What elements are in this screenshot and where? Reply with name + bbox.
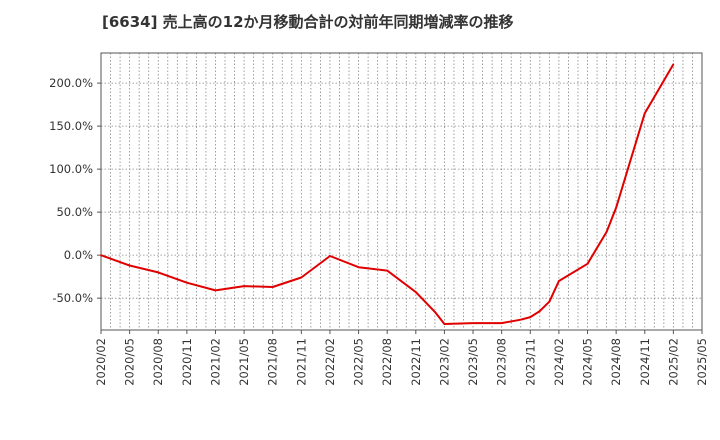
x-tick-label: 2022/05	[352, 338, 366, 386]
x-tick-label: 2022/08	[380, 338, 394, 386]
x-tick-label: 2024/05	[581, 338, 595, 386]
x-tick-label: 2024/08	[609, 338, 623, 386]
data-point	[271, 286, 274, 288]
data-point	[605, 231, 608, 233]
data-point	[615, 207, 617, 209]
x-tick-label: 2023/11	[523, 338, 537, 386]
chart-title: [6634] 売上高の12か月移動合計の対前年同期増減率の推移	[102, 13, 514, 31]
data-point	[519, 318, 522, 321]
x-tick-label: 2020/02	[94, 338, 108, 386]
series-line	[100, 63, 675, 325]
data-point	[415, 291, 417, 293]
y-tick-label: 100.0%	[49, 162, 93, 176]
data-point	[100, 254, 102, 256]
data-point	[558, 280, 560, 282]
data-point	[500, 322, 503, 324]
data-point	[300, 276, 303, 279]
x-tick-label: 2024/02	[552, 338, 566, 386]
data-point	[128, 264, 131, 267]
x-tick-label: 2023/05	[466, 338, 480, 386]
data-point	[643, 112, 646, 115]
data-point	[443, 323, 446, 325]
data-point	[329, 255, 331, 257]
data-point	[586, 262, 589, 265]
x-tick-label: 2020/05	[123, 338, 137, 386]
x-tick-label: 2023/02	[437, 338, 451, 386]
x-tick-label: 2021/08	[266, 338, 280, 386]
x-tick-label: 2020/11	[180, 338, 194, 386]
x-tick-label: 2021/02	[208, 338, 222, 386]
data-point	[186, 281, 188, 284]
y-tick-label: 150.0%	[49, 119, 93, 133]
x-tick-label: 2021/11	[294, 338, 308, 386]
data-point	[434, 311, 436, 313]
y-tick-label: 200.0%	[49, 76, 93, 90]
data-point	[548, 300, 551, 303]
y-tick-label: 0.0%	[64, 248, 93, 262]
data-point	[386, 269, 388, 272]
x-tick-label: 2023/08	[495, 338, 509, 386]
x-tick-label: 2024/11	[638, 338, 652, 386]
x-tick-label: 2025/05	[695, 338, 709, 386]
data-point	[672, 63, 675, 65]
data-point	[243, 285, 245, 287]
data-point	[214, 289, 217, 292]
data-point	[472, 322, 474, 324]
data-point	[529, 316, 532, 318]
data-point	[539, 310, 541, 312]
data-point	[357, 266, 360, 269]
x-tick-label: 2022/11	[409, 338, 423, 386]
x-tick-label: 2025/02	[666, 338, 680, 386]
x-tick-label: 2022/02	[323, 338, 337, 386]
y-tick-label: 50.0%	[56, 205, 93, 219]
x-tick-label: 2021/05	[237, 338, 251, 386]
data-point	[157, 271, 160, 274]
plot-frame	[100, 52, 703, 331]
y-tick-label: -50.0%	[52, 291, 93, 305]
x-tick-label: 2020/08	[151, 338, 165, 386]
